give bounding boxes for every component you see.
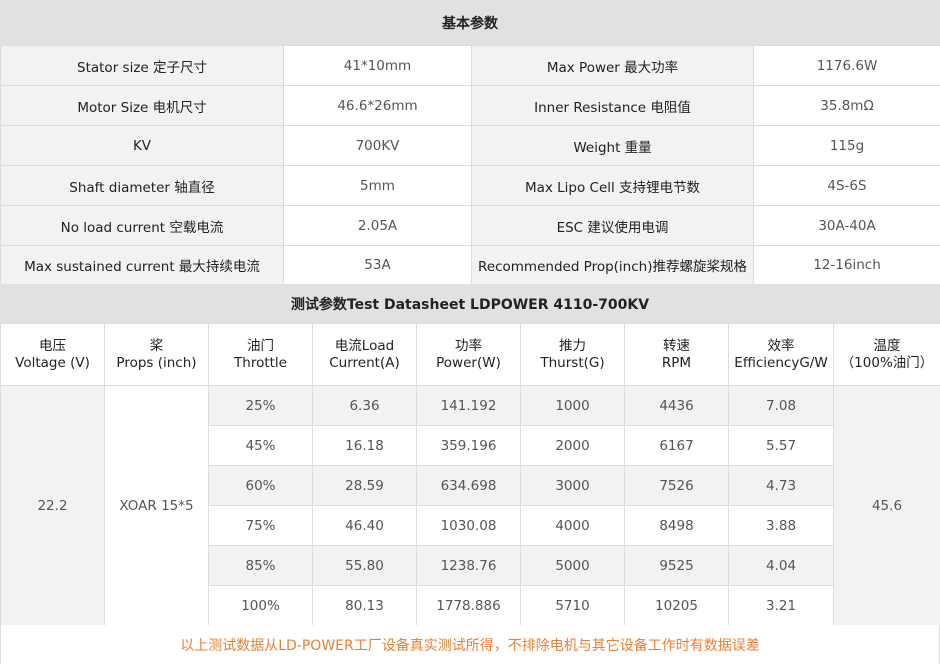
header-rpm: 转速 RPM [624,323,729,386]
power-cell: 141.192 [416,385,521,426]
spec-label: Inner Resistance 电阻值 [471,85,754,126]
header-throttle: 油门 Throttle [208,323,313,386]
current-cell: 80.13 [312,585,417,626]
table-row: 22.2 XOAR 15*5 25% 6.36 141.192 1000 443… [0,385,940,626]
spec-label: Motor Size 电机尺寸 [0,85,284,126]
spec-label: Recommended Prop(inch)推荐螺旋桨规格 [471,245,754,285]
efficiency-cell: 3.21 [728,585,834,626]
thrust-cell: 5000 [520,545,625,586]
header-power: 功率 Power(W) [416,323,521,386]
spec-label: No load current 空载电流 [0,205,284,246]
efficiency-cell: 7.08 [728,385,834,426]
thrust-cell: 3000 [520,465,625,506]
test-datasheet-title: 测试参数Test Datasheet LDPOWER 4110-700KV [290,296,650,313]
rpm-cell: 4436 [624,385,729,426]
spec-value: 41*10mm [283,45,472,86]
spec-value: 46.6*26mm [283,85,472,126]
spec-row: No load current 空载电流 2.05A ESC 建议使用电调 30… [0,205,940,246]
power-cell: 1778.886 [416,585,521,626]
spec-value: 2.05A [283,205,472,246]
spec-value: 12-16inch [753,245,940,285]
rpm-cell: 6167 [624,425,729,466]
spec-value: 30A-40A [753,205,940,246]
throttle-cell: 85% [208,545,313,586]
throttle-cell: 45% [208,425,313,466]
power-cell: 1030.08 [416,505,521,546]
basic-params-title: 基本参数 [442,15,498,32]
throttle-cell: 100% [208,585,313,626]
spec-value: 115g [753,125,940,166]
voltage-cell: 22.2 [0,385,105,626]
header-voltage: 电压 Voltage (V) [0,323,105,386]
rpm-cell: 9525 [624,545,729,586]
thrust-cell: 1000 [520,385,625,426]
current-cell: 16.18 [312,425,417,466]
spec-value: 35.8mΩ [753,85,940,126]
spec-label: Max Lipo Cell 支持锂电节数 [471,165,754,206]
current-cell: 6.36 [312,385,417,426]
efficiency-cell: 4.04 [728,545,834,586]
basic-params-header: 基本参数 [0,0,940,45]
spec-table: Stator size 定子尺寸 41*10mm Max Power 最大功率 … [0,45,940,285]
header-efficiency: 效率 EfficiencyG/W [728,323,834,386]
header-thrust: 推力 Thurst(G) [520,323,625,386]
spec-row: Max sustained current 最大持续电流 53A Recomme… [0,245,940,285]
spec-label: ESC 建议使用电调 [471,205,754,246]
throttle-cell: 75% [208,505,313,546]
test-header-row: 电压 Voltage (V) 桨 Props (inch) 油门 Throttle 电… [0,323,940,386]
spec-value: 700KV [283,125,472,166]
spec-row: Shaft diameter 轴直径 5mm Max Lipo Cell 支持锂… [0,165,940,206]
efficiency-cell: 4.73 [728,465,834,506]
spec-value: 4S-6S [753,165,940,206]
current-cell: 46.40 [312,505,417,546]
disclaimer-text: 以上测试数据从LD-POWER工厂设备真实测试所得，不排除电机与其它设备工作时有… [180,637,760,654]
spec-label: Weight 重量 [471,125,754,166]
spec-row: KV 700KV Weight 重量 115g [0,125,940,166]
header-props: 桨 Props (inch) [104,323,209,386]
header-current: 电流Load Current(A) [312,323,417,386]
power-cell: 634.698 [416,465,521,506]
table-row: 85% 55.80 1238.76 5000 9525 4.04 [1,545,940,586]
current-cell: 28.59 [312,465,417,506]
spec-row: Motor Size 电机尺寸 46.6*26mm Inner Resistan… [0,85,940,126]
spec-value: 1176.6W [753,45,940,86]
table-row: 100% 80.13 1778.886 5710 10205 3.21 [1,585,940,626]
table-row: 60% 28.59 634.698 3000 7526 4.73 [1,465,940,506]
rpm-cell: 7526 [624,465,729,506]
temperature-cell: 45.6 [833,385,940,626]
spec-label: Max Power 最大功率 [471,45,754,86]
spec-label: Shaft diameter 轴直径 [0,165,284,206]
throttle-cell: 25% [208,385,313,426]
efficiency-cell: 3.88 [728,505,834,546]
disclaimer-note: 以上测试数据从LD-POWER工厂设备真实测试所得，不排除电机与其它设备工作时有… [0,625,940,664]
spec-label: KV [0,125,284,166]
thrust-cell: 5710 [520,585,625,626]
spec-value: 53A [283,245,472,285]
table-row: 75% 46.40 1030.08 4000 8498 3.88 [1,505,940,546]
power-cell: 359.196 [416,425,521,466]
power-cell: 1238.76 [416,545,521,586]
thrust-cell: 2000 [520,425,625,466]
test-table: 电压 Voltage (V) 桨 Props (inch) 油门 Throttle 电… [0,323,940,626]
current-cell: 55.80 [312,545,417,586]
efficiency-cell: 5.57 [728,425,834,466]
rpm-cell: 8498 [624,505,729,546]
spec-value: 5mm [283,165,472,206]
throttle-cell: 60% [208,465,313,506]
table-row: 45% 16.18 359.196 2000 6167 5.57 [1,425,940,466]
rpm-cell: 10205 [624,585,729,626]
spec-label: Max sustained current 最大持续电流 [0,245,284,285]
prop-cell: XOAR 15*5 [104,385,209,626]
spec-row: Stator size 定子尺寸 41*10mm Max Power 最大功率 … [0,45,940,86]
thrust-cell: 4000 [520,505,625,546]
header-temperature: 温度 （100%油门） [833,323,940,386]
test-datasheet-header: 测试参数Test Datasheet LDPOWER 4110-700KV [0,284,940,323]
spec-label: Stator size 定子尺寸 [0,45,284,86]
